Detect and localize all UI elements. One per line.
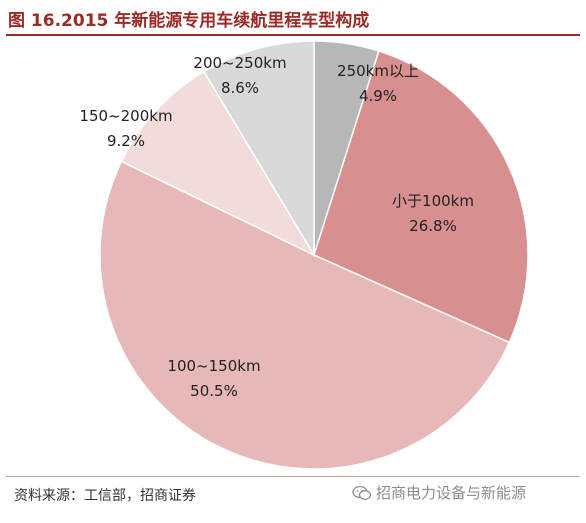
pie-slice [99, 160, 511, 470]
slice-value-label: 9.2% [107, 132, 145, 150]
watermark-text: 招商电力设备与新能源 [376, 484, 527, 502]
pie-slice [120, 70, 316, 257]
footer-divider [6, 476, 580, 477]
slice-value-label: 4.9% [359, 87, 397, 105]
pie-slice [313, 50, 529, 344]
pie-slice [202, 40, 315, 258]
chart-title: 图 16.2015 年新能源专用车续航里程车型构成 [8, 11, 370, 31]
slice-value-label: 26.8% [409, 217, 457, 235]
title-divider [6, 34, 580, 36]
watermark: 招商电力设备与新能源 [352, 482, 526, 503]
slice-name-label: 250km以上 [337, 62, 419, 80]
slice-value-label: 50.5% [190, 382, 238, 400]
wechat-icon [352, 485, 372, 500]
slice-name-label: 150~200km [79, 107, 172, 125]
pie-chart: 250km以上 4.9% 小于100km 26.8% 100~150km 50.5% 150… [79, 40, 529, 470]
slice-name-label: 200~250km [193, 54, 286, 72]
slice-name-label: 小于100km [392, 192, 474, 210]
slice-value-label: 8.6% [221, 79, 259, 97]
source-note: 资料来源：工信部，招商证券 [14, 488, 196, 504]
slice-name-label: 100~150km [167, 357, 260, 375]
